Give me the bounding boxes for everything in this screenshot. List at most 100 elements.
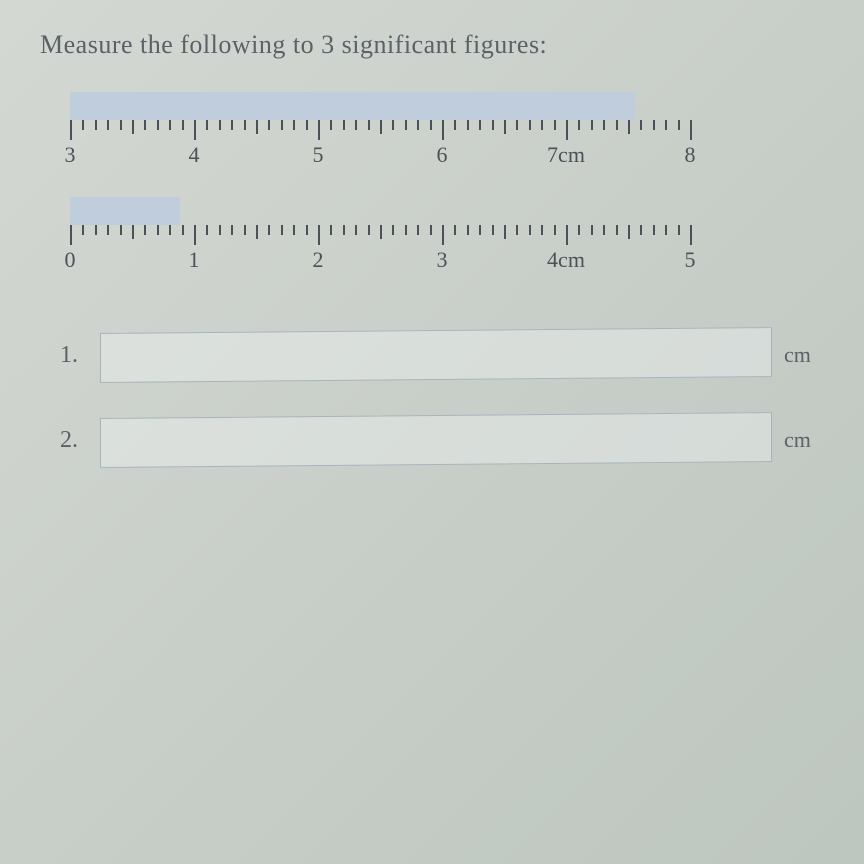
- ruler-tick: [479, 225, 481, 235]
- ruler-tick: [380, 225, 382, 239]
- ruler-label: 5: [313, 142, 324, 168]
- ruler-tick: [169, 120, 171, 130]
- ruler-tick: [516, 225, 518, 235]
- ruler-tick: [206, 120, 208, 130]
- ruler-tick: [182, 225, 184, 235]
- answer-row-1: 1. cm: [60, 330, 824, 380]
- ruler-tick: [120, 225, 122, 235]
- ruler-tick: [268, 225, 270, 235]
- ruler-tick: [330, 225, 332, 235]
- ruler-tick: [653, 120, 655, 130]
- answer-row-2: 2. cm: [60, 415, 824, 465]
- ruler-tick: [454, 120, 456, 130]
- ruler-label: 6: [437, 142, 448, 168]
- ruler-tick: [343, 120, 345, 130]
- ruler-tick: [82, 225, 84, 235]
- ruler-tick: [628, 120, 630, 134]
- ruler-tick: [281, 120, 283, 130]
- ruler-tick: [430, 120, 432, 130]
- ruler-tick: [578, 225, 580, 235]
- ruler-tick: [219, 120, 221, 130]
- ruler-tick: [95, 225, 97, 235]
- ruler-tick: [306, 225, 308, 235]
- ruler-tick: [194, 120, 196, 140]
- ruler-tick: [70, 225, 72, 245]
- ruler-tick: [417, 120, 419, 130]
- ruler-tick: [281, 225, 283, 235]
- ruler-tick: [603, 120, 605, 130]
- ruler-tick: [368, 225, 370, 235]
- ruler-tick: [355, 225, 357, 235]
- ruler-tick: [678, 225, 680, 235]
- ruler-tick: [640, 225, 642, 235]
- ruler-tick: [529, 225, 531, 235]
- ruler-tick: [492, 225, 494, 235]
- ruler-tick: [554, 120, 556, 130]
- question-text: Measure the following to 3 significant f…: [40, 30, 824, 60]
- ruler-tick: [318, 120, 320, 140]
- ruler-tick: [231, 225, 233, 235]
- ruler-tick: [368, 120, 370, 130]
- ruler-tick: [169, 225, 171, 235]
- ruler-tick: [256, 120, 258, 134]
- ruler-tick: [529, 120, 531, 130]
- ruler-tick: [467, 120, 469, 130]
- ruler-tick: [628, 225, 630, 239]
- ruler-label: 1: [189, 247, 200, 273]
- answer-2-unit: cm: [784, 427, 824, 453]
- ruler-tick: [591, 225, 593, 235]
- ruler-tick: [603, 225, 605, 235]
- ruler-label: 7cm: [547, 142, 585, 168]
- ruler-tick: [231, 120, 233, 130]
- ruler-tick: [665, 225, 667, 235]
- ruler-tick: [107, 225, 109, 235]
- ruler-tick: [380, 120, 382, 134]
- ruler-tick: [479, 120, 481, 130]
- ruler-label: 5: [685, 247, 696, 273]
- ruler-tick: [541, 120, 543, 130]
- ruler-2-wrapper: 01234cm5: [70, 225, 824, 275]
- ruler-tick: [306, 120, 308, 130]
- ruler-label: 3: [65, 142, 76, 168]
- ruler-tick: [405, 225, 407, 235]
- ruler-label: 3: [437, 247, 448, 273]
- ruler-tick: [293, 120, 295, 130]
- ruler-tick: [268, 120, 270, 130]
- ruler-tick: [120, 120, 122, 130]
- ruler-tick: [678, 120, 680, 130]
- ruler-tick: [244, 225, 246, 235]
- ruler-tick: [417, 225, 419, 235]
- ruler-tick: [318, 225, 320, 245]
- ruler-tick: [107, 120, 109, 130]
- ruler-tick: [244, 120, 246, 130]
- ruler-area: 34567cm8 01234cm5: [70, 120, 824, 275]
- ruler-1-measure-bar: [70, 92, 635, 120]
- answer-2-input[interactable]: [100, 412, 772, 468]
- ruler-tick: [653, 225, 655, 235]
- ruler-tick: [690, 225, 692, 245]
- ruler-tick: [157, 225, 159, 235]
- ruler-tick: [132, 225, 134, 239]
- ruler-tick: [640, 120, 642, 130]
- ruler-tick: [566, 225, 568, 245]
- ruler-tick: [442, 120, 444, 140]
- ruler-tick: [504, 225, 506, 239]
- ruler-tick: [430, 225, 432, 235]
- ruler-2: 01234cm5: [70, 225, 690, 275]
- ruler-tick: [492, 120, 494, 130]
- ruler-label: 0: [65, 247, 76, 273]
- ruler-tick: [293, 225, 295, 235]
- ruler-tick: [144, 120, 146, 130]
- ruler-tick: [554, 225, 556, 235]
- ruler-tick: [690, 120, 692, 140]
- ruler-tick: [541, 225, 543, 235]
- ruler-tick: [82, 120, 84, 130]
- ruler-1-wrapper: 34567cm8: [70, 120, 824, 170]
- ruler-1: 34567cm8: [70, 120, 690, 170]
- answer-1-input[interactable]: [100, 327, 772, 383]
- ruler-tick: [516, 120, 518, 130]
- ruler-tick: [405, 120, 407, 130]
- ruler-tick: [343, 225, 345, 235]
- ruler-tick: [95, 120, 97, 130]
- ruler-label: 4: [189, 142, 200, 168]
